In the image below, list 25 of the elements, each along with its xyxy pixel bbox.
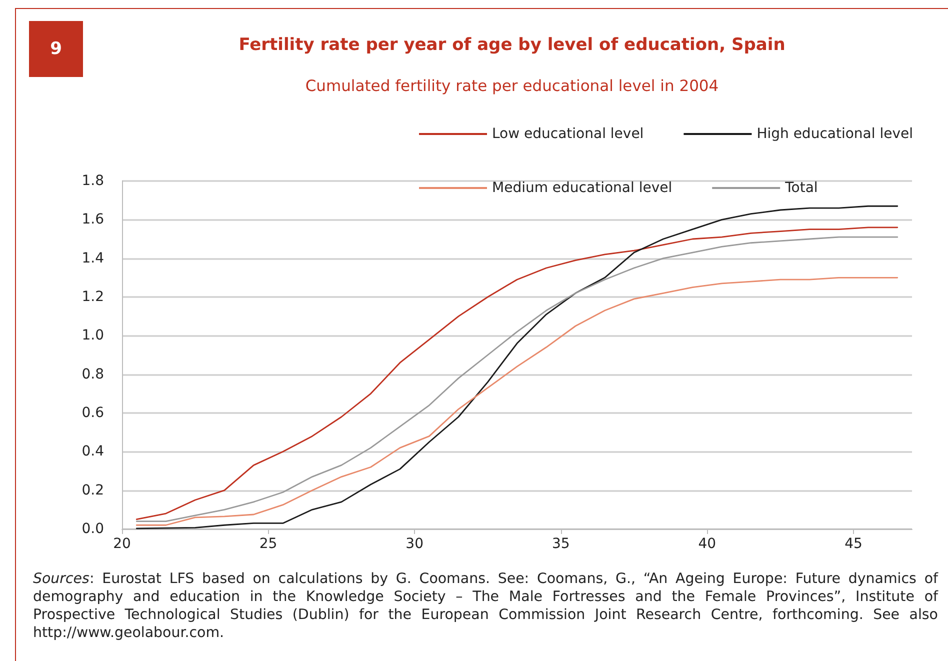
legend-label: Medium educational level	[492, 180, 672, 196]
x-tick-label: 20	[113, 536, 131, 552]
y-tick-label: 1.0	[82, 328, 104, 344]
chart-title: Fertility rate per year of age by level of education, Spain	[238, 35, 786, 55]
legend-label: High educational level	[756, 126, 914, 142]
y-tick-label: 1.6	[82, 212, 104, 228]
x-tick-label: 25	[259, 536, 278, 552]
x-tick-label: 30	[406, 536, 424, 552]
chart-subtitle: Cumulated fertility rate per educational level in 2004	[304, 77, 720, 95]
text: 9	[29, 21, 83, 77]
x-tick-label: 40	[698, 536, 716, 552]
y-tick-label: 1.2	[82, 289, 104, 305]
x-tick-label: 45	[844, 536, 862, 552]
y-tick-label: 0.8	[82, 366, 104, 382]
y-tick-label: 0.4	[82, 444, 104, 460]
x-tick-label: 35	[552, 536, 570, 552]
source-note: Sources: Eurostat LFS based on calculations by G. Coomans. See: Coomans, G., “An Ageing Europe: Future dynamics of demography and education in the Knowledge Society – The Male Fortresses and the Female Provinces”, Institute of Prospective Technological Studies (Dublin) for the European Commission Joint Research Centre, forthcoming. See also http://www.geolabour.com.	[33, 570, 938, 642]
legend-label: Low educational level	[492, 126, 644, 142]
y-tick-label: 0.2	[82, 482, 104, 498]
y-tick-label: 1.4	[82, 250, 104, 266]
line-series	[136, 276, 898, 526]
y-tick-label: 1.8	[82, 173, 104, 189]
y-tick-label: 0.6	[82, 405, 104, 421]
legend-label: Total	[784, 180, 818, 196]
y-tick-label: 0.0	[82, 521, 104, 537]
